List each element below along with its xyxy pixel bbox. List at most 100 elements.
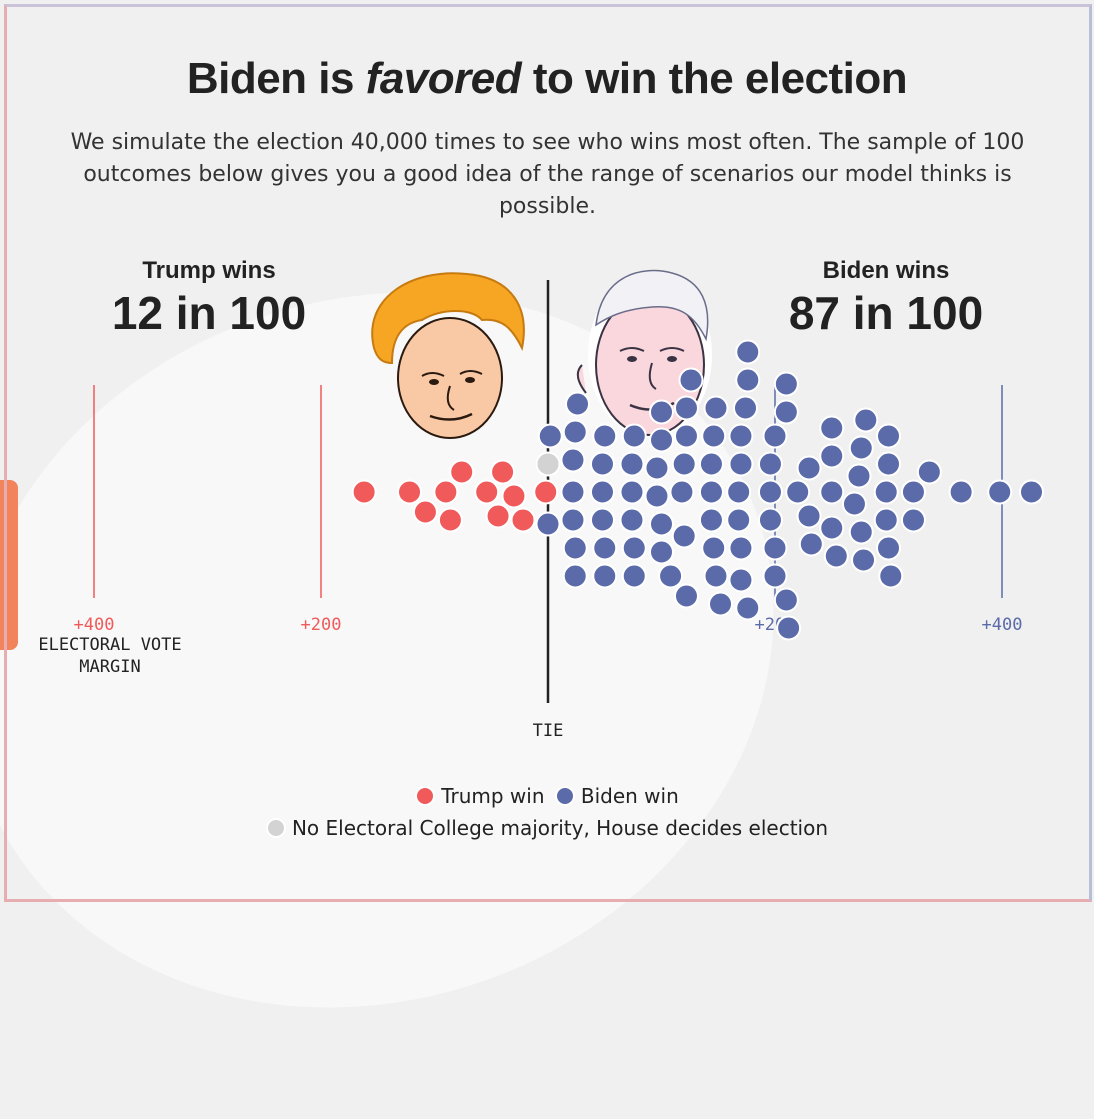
trump-swatch-icon [415,786,436,806]
outcome-dot [757,507,783,533]
outcome-dot [735,367,761,393]
outcome-dot [728,423,754,449]
outcome-dot [560,479,586,505]
outcome-dot [773,399,799,425]
outcome-dot [565,391,591,417]
outcome-dot [490,459,516,485]
outcome-dot [669,479,695,505]
outcome-dot [735,595,761,621]
outcome-dot [433,479,459,505]
outcome-dot [592,535,618,561]
outcome-dot [673,395,699,421]
outcome-dot [510,507,536,533]
outcome-dot [535,451,561,477]
outcome-dot [701,535,727,561]
outcome-dot [873,507,899,533]
title-emphasis: favored [365,54,522,103]
margin-axis-label-line2: MARGIN [79,657,141,677]
outcome-dot [726,479,752,505]
outcome-dot [649,399,674,425]
outcome-dot [773,371,799,397]
title-text-end: to win the election [521,54,908,103]
outcome-dot [649,427,674,453]
outcome-dot [351,479,377,505]
outcome-dot [671,523,697,549]
outcome-dot [562,419,588,445]
subtitle: We simulate the election 40,000 times to… [70,130,1025,219]
margin-axis-label: ELECTORAL VOTE MARGIN [0,634,220,678]
outcome-dot [501,483,527,509]
outcome-dot [796,455,822,481]
outcome-dot [658,563,684,589]
outcome-dot [853,407,879,433]
outcome-dot [728,451,754,477]
outcome-dot [592,563,618,589]
tie-swatch-icon [265,818,286,838]
outcome-dot [698,479,724,505]
outcome-dot [474,479,500,505]
trump-wins-count: 12 in 100 [111,287,307,339]
outcome-dot [728,567,754,593]
legend-biden: Biden win [554,784,679,808]
tick-label: +400 [74,615,115,635]
outcome-dot [701,423,727,449]
outcome-dot [776,615,802,641]
legend-trump-label: Trump win [441,784,545,808]
outcome-dot [437,507,463,533]
outcome-dot [851,547,877,573]
outcome-dot [757,451,783,477]
outcome-dot [916,459,942,485]
trump-wins-label: Trump wins [142,257,276,284]
outcome-dot [848,519,874,545]
outcome-dot [589,507,615,533]
outcome-dot [728,535,754,561]
outcome-dot [560,447,586,473]
outcome-dot [673,423,699,449]
tie-label: TIE [533,721,564,741]
outcome-dot [649,539,674,565]
outcome-dot [726,507,752,533]
outcome-dot [698,451,724,477]
outcome-dot [592,423,618,449]
outcome-dot [703,395,729,421]
outcome-dot [589,451,615,477]
outcome-dot [773,587,799,613]
outcome-dot [848,435,874,461]
biden-wins-label: Biden wins [822,257,950,284]
outcome-dot [649,511,674,537]
outcome-dot [796,503,822,529]
outcome-dot [708,591,734,617]
outcome-dot [449,459,475,485]
outcome-dot [562,535,588,561]
outcome-dot [678,367,704,393]
outcome-dot [798,531,824,557]
outcome-dot [673,583,699,609]
title-text: Biden is [186,54,366,103]
outcome-dot [900,479,926,505]
outcome-dot [762,423,788,449]
outcome-dot [762,563,788,589]
outcome-dot [873,479,899,505]
outcome-dot [485,503,511,529]
page-title: Biden is favored to win the election [0,54,1094,104]
outcome-dot [878,563,904,589]
outcome-dot [735,339,761,365]
outcome-dot [819,515,845,541]
outcome-dot [621,563,647,589]
legend-biden-label: Biden win [580,784,679,808]
trump-face-illustration [371,272,525,439]
outcome-dot [412,499,438,525]
outcome-dot [900,507,926,533]
outcome-dot [876,451,901,477]
legend-trump: Trump win [415,784,545,808]
outcome-dot [846,463,872,489]
outcome-dot [535,511,561,537]
outcome-dot [619,479,645,505]
legend-tie: No Electoral College majority, House dec… [265,816,829,840]
tick-label: +400 [982,615,1023,635]
outcome-dot [644,455,670,481]
outcome-dot [560,507,586,533]
legend-tie-label: No Electoral College majority, House dec… [291,816,829,840]
outcome-dot [698,507,724,533]
margin-axis-label-line1: ELECTORAL VOTE [38,635,182,655]
